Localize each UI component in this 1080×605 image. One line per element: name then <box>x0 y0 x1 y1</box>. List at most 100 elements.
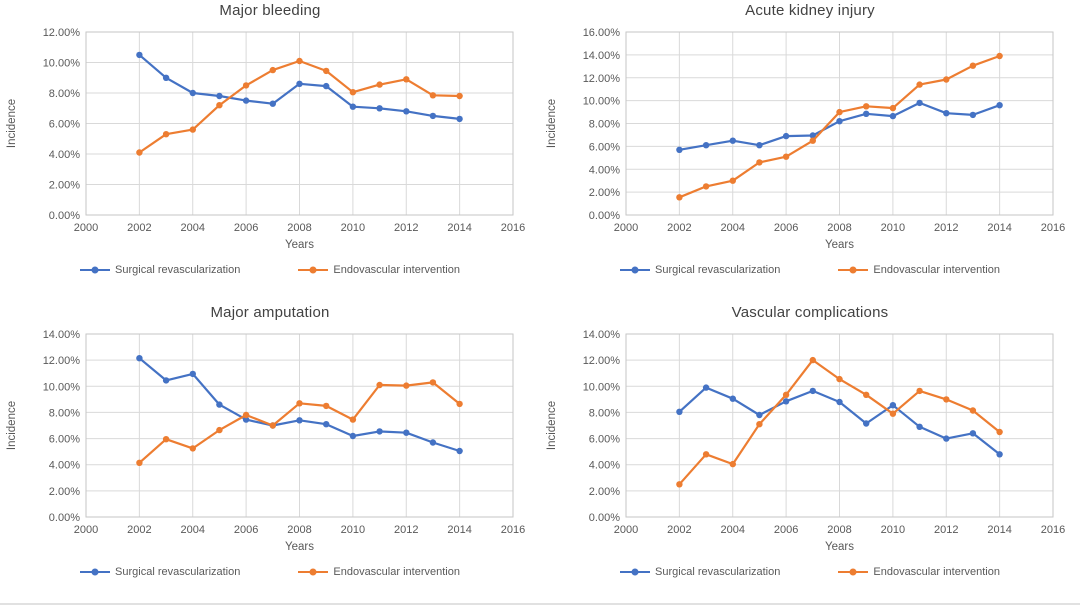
x-tick-label: 2002 <box>667 524 691 536</box>
y-tick-label: 8.00% <box>589 119 620 131</box>
chart-legend: Surgical revascularization Endovascular … <box>540 264 1080 276</box>
y-axis-title: Incidence <box>6 99 18 148</box>
data-point-marker <box>429 112 437 120</box>
x-tick-label: 2002 <box>667 222 691 234</box>
data-point-marker <box>323 421 330 428</box>
data-point-marker <box>889 410 897 417</box>
y-tick-label: 10.00% <box>43 58 81 70</box>
legend-line-marker-icon <box>80 269 111 271</box>
y-tick-label: 14.00% <box>583 50 621 62</box>
legend-label: Surgical revascularization <box>115 566 241 578</box>
data-point-marker <box>702 183 710 190</box>
data-point-marker <box>863 391 870 398</box>
plot-area: 0.00% 2.00% 4.00% 6.00% 8.00% 10.00% 12.00% 14.… <box>6 329 525 553</box>
y-tick-label: 6.00% <box>49 119 80 131</box>
data-point-marker <box>809 137 816 144</box>
chart-title: Major bleeding <box>219 2 321 19</box>
data-point-marker <box>189 89 196 97</box>
data-point-marker <box>809 387 816 395</box>
data-point-marker <box>349 89 357 96</box>
data-point-marker <box>269 66 276 74</box>
y-tick-label: 4.00% <box>49 460 80 472</box>
y-tick-label: 4.00% <box>589 460 620 472</box>
x-tick-label: 2014 <box>987 524 1011 536</box>
chart-legend: Surgical revascularization Endovascular … <box>540 566 1080 578</box>
y-tick-label: 6.00% <box>49 434 80 446</box>
data-point-marker <box>242 411 250 419</box>
data-point-marker <box>162 377 170 384</box>
cropped-content-divider <box>0 603 1080 605</box>
x-axis-title: Years <box>825 239 854 251</box>
data-point-marker <box>403 382 410 389</box>
data-point-marker <box>863 420 870 427</box>
y-tick-label: 8.00% <box>49 407 80 419</box>
x-tick-label: 2004 <box>721 222 745 234</box>
data-point-marker <box>136 149 143 156</box>
x-tick-label: 2012 <box>934 222 958 234</box>
legend-item-surgical: Surgical revascularization <box>620 566 780 578</box>
data-point-marker <box>729 395 736 402</box>
x-tick-label: 2010 <box>341 222 365 234</box>
data-point-marker <box>456 400 463 408</box>
data-point-marker <box>943 435 950 442</box>
legend-line-marker-icon <box>80 571 111 573</box>
data-point-marker <box>269 422 276 429</box>
data-point-marker <box>969 430 977 437</box>
legend-item-endovascular: Endovascular intervention <box>838 566 1000 578</box>
x-tick-label: 2016 <box>1041 524 1065 536</box>
data-point-marker <box>162 74 170 81</box>
legend-label: Surgical revascularization <box>655 566 781 578</box>
data-point-marker <box>996 52 1003 60</box>
chart-legend: Surgical revascularization Endovascular … <box>0 566 540 578</box>
y-tick-label: 8.00% <box>589 407 620 419</box>
legend-item-surgical: Surgical revascularization <box>620 264 780 276</box>
x-tick-label: 2010 <box>881 524 905 536</box>
data-point-marker <box>216 401 223 408</box>
data-point-marker <box>429 379 437 386</box>
data-point-marker <box>676 481 683 488</box>
x-tick-label: 2002 <box>127 222 151 234</box>
data-point-marker <box>969 62 977 69</box>
data-point-marker <box>943 76 950 83</box>
chart-panel-acute-kidney-injury: Acute kidney injury 0.00% 2.00% 4.00% 6.00%… <box>540 0 1080 302</box>
data-point-marker <box>782 153 790 160</box>
data-point-marker <box>756 411 763 419</box>
legend-item-surgical: Surgical revascularization <box>80 264 240 276</box>
data-point-marker <box>242 82 250 89</box>
x-tick-label: 2006 <box>774 222 798 234</box>
y-tick-label: 2.00% <box>589 187 620 199</box>
x-tick-label: 2004 <box>181 524 205 536</box>
x-tick-label: 2008 <box>827 524 851 536</box>
data-point-marker <box>943 396 950 403</box>
legend-item-endovascular: Endovascular intervention <box>298 264 460 276</box>
y-axis-title: Incidence <box>546 99 558 148</box>
x-tick-label: 2014 <box>447 524 471 536</box>
y-tick-label: 12.00% <box>43 27 81 39</box>
y-tick-label: 6.00% <box>589 141 620 153</box>
legend-line-marker-icon <box>298 269 329 271</box>
data-point-marker <box>702 384 710 391</box>
data-point-marker <box>323 82 330 90</box>
data-point-marker <box>216 102 223 109</box>
data-point-marker <box>403 108 410 115</box>
data-point-marker <box>756 142 763 149</box>
x-tick-label: 2008 <box>287 222 311 234</box>
y-tick-label: 16.00% <box>583 27 621 39</box>
data-point-marker <box>676 194 683 201</box>
data-point-marker <box>782 398 790 405</box>
data-point-marker <box>456 447 463 455</box>
chart-panel-vascular-complications: Vascular complications 0.00% 2.00% 4.00% 6.… <box>540 302 1080 605</box>
data-point-marker <box>969 111 977 119</box>
y-tick-label: 0.00% <box>49 512 80 524</box>
data-point-marker <box>836 108 843 116</box>
data-point-marker <box>189 445 196 452</box>
data-point-marker <box>809 132 816 139</box>
x-tick-label: 2008 <box>827 222 851 234</box>
data-point-marker <box>889 104 897 112</box>
data-point-marker <box>916 99 923 107</box>
y-tick-label: 10.00% <box>583 381 621 393</box>
plot-area: 0.00% 2.00% 4.00% 6.00% 8.00% 10.00% 12.00% 14.… <box>546 329 1065 553</box>
x-tick-label: 2008 <box>287 524 311 536</box>
data-point-marker <box>376 428 383 435</box>
chart-panel-major-amputation: Major amputation 0.00% 2.00% 4.00% 6.00% 8.0… <box>0 302 540 605</box>
